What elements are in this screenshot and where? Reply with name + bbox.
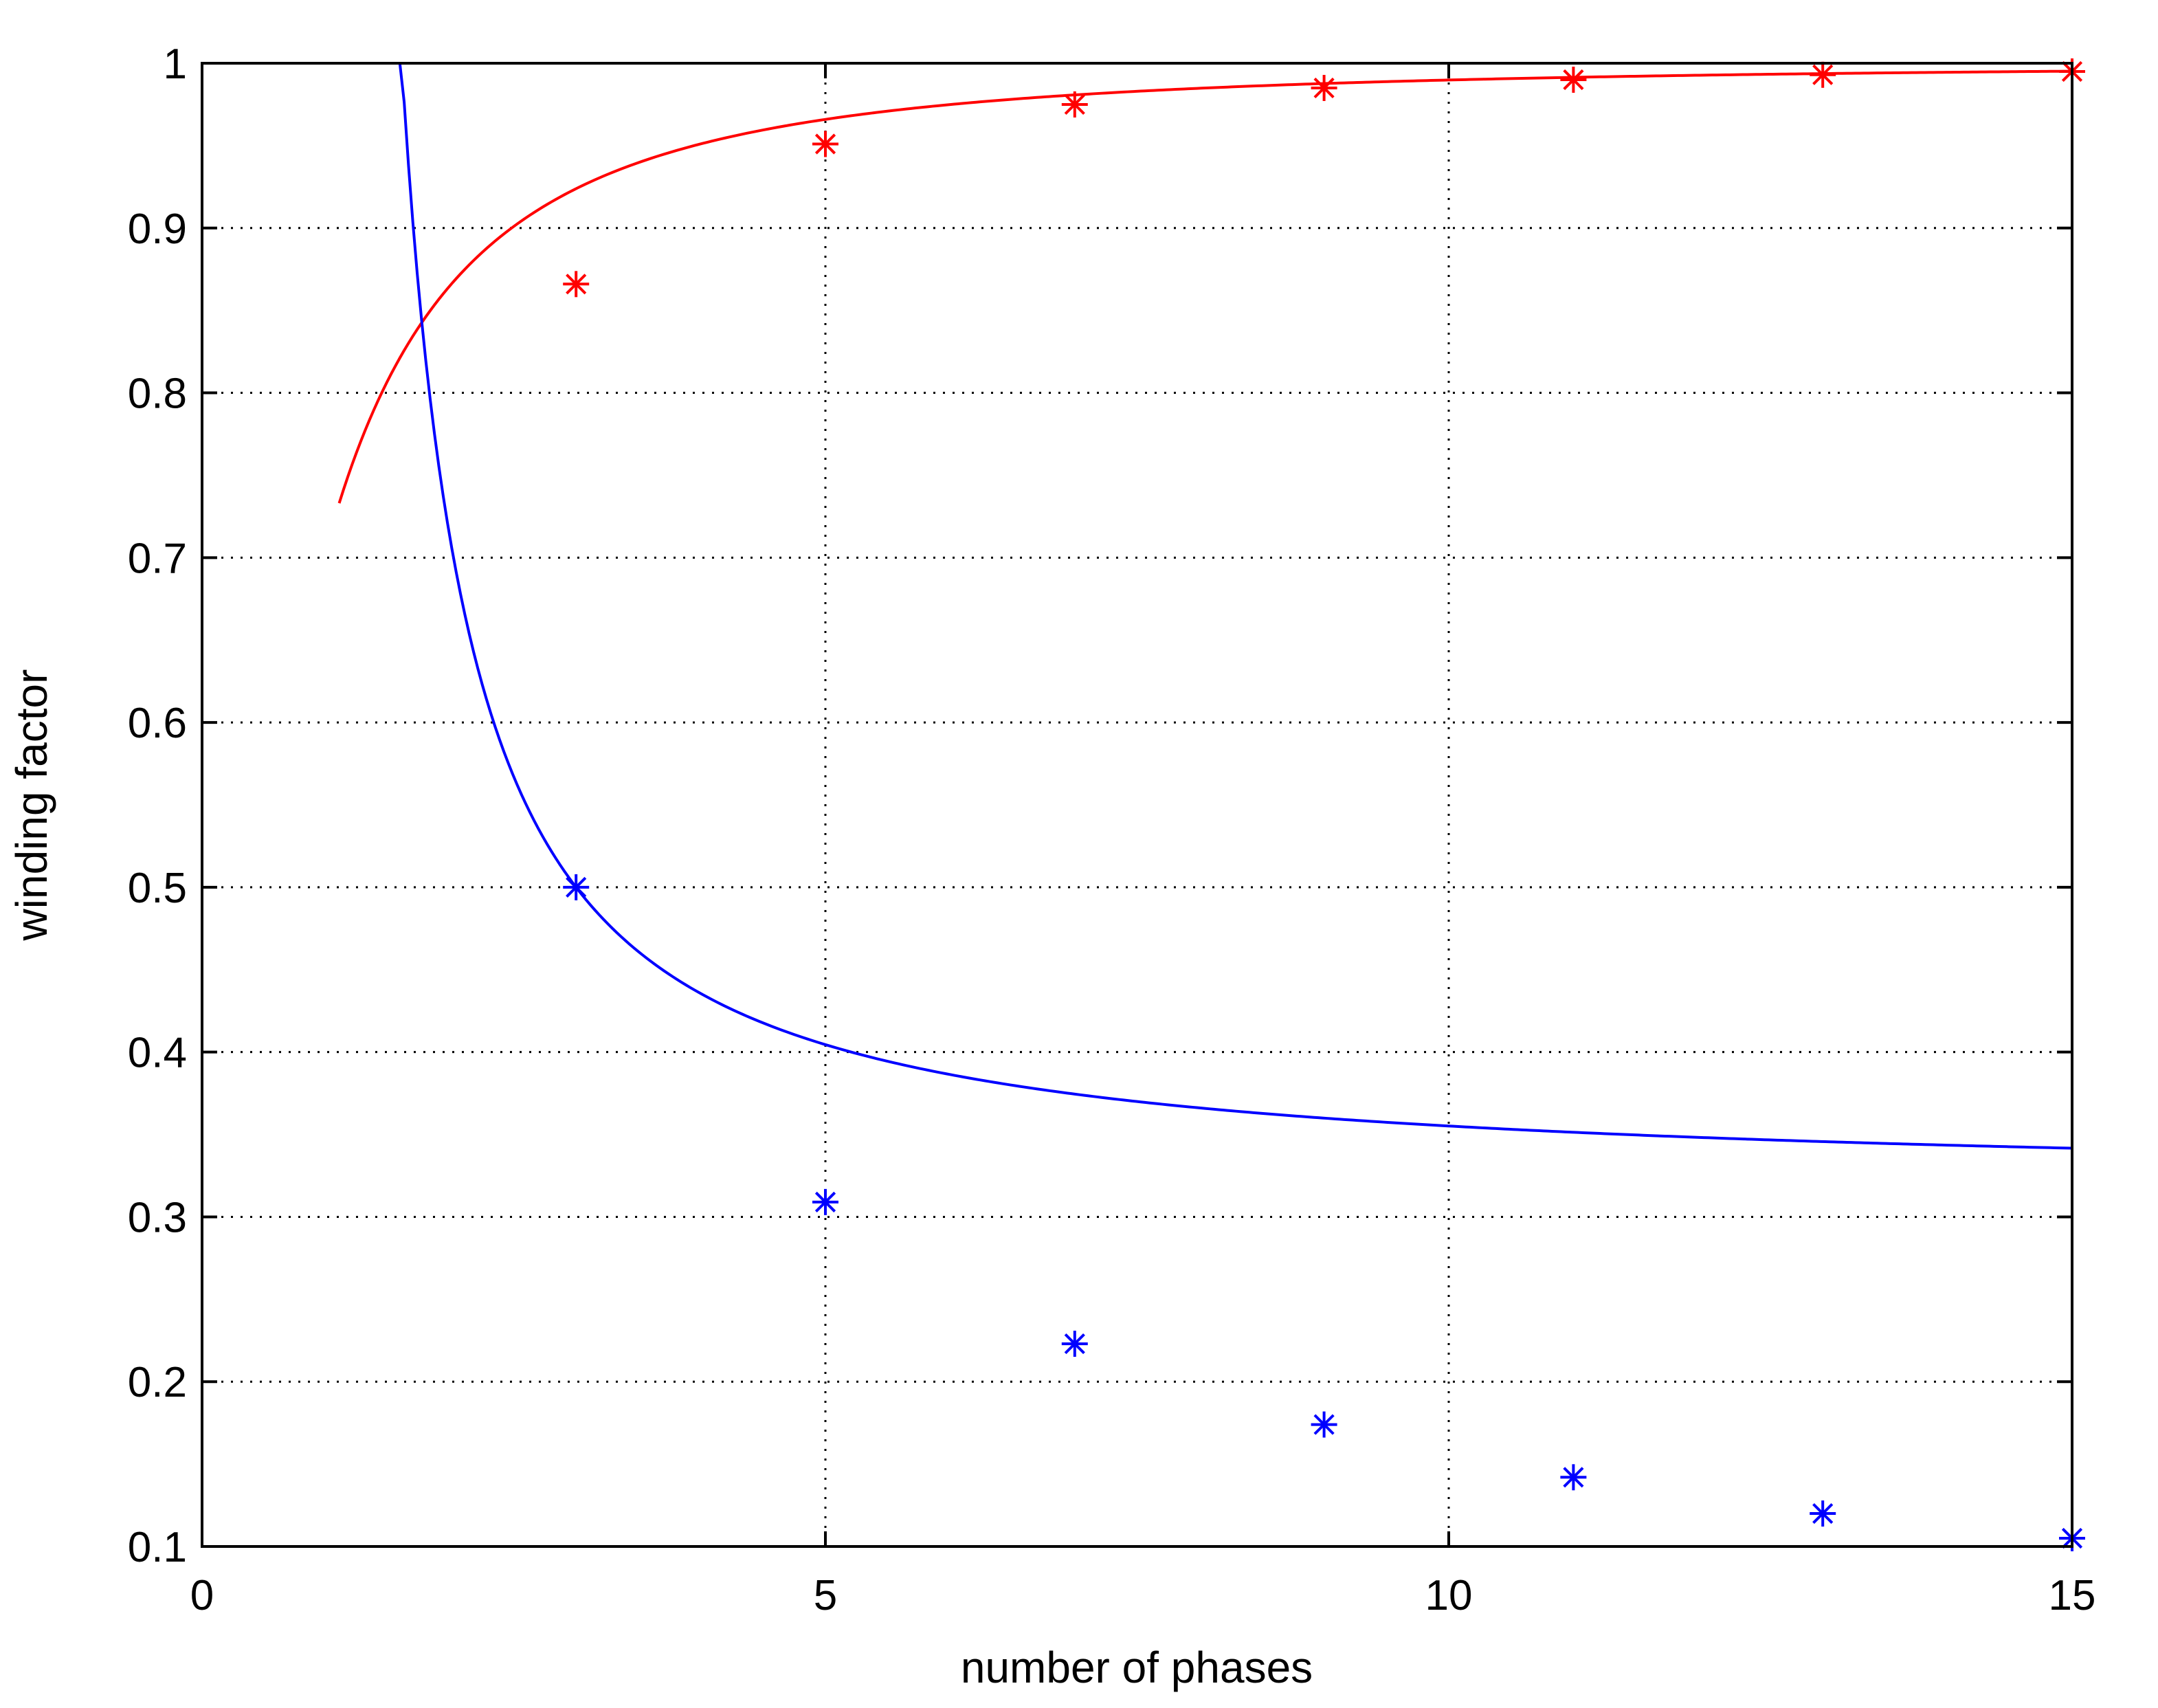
marker-stroke [1563, 69, 1584, 91]
y-tick-label: 1 [164, 41, 187, 88]
series-0-marker [1311, 74, 1337, 101]
y-tick-label: 0.1 [128, 1524, 187, 1571]
series-0-marker [563, 271, 590, 298]
series-0-marker [1560, 66, 1587, 93]
marker-stroke [1313, 77, 1335, 99]
y-tick-label: 0.5 [128, 865, 187, 912]
x-tick-label: 15 [2049, 1572, 2096, 1619]
y-tick-label: 0.9 [128, 206, 187, 253]
grid [202, 63, 2072, 1546]
y-tick-label: 0.2 [128, 1359, 187, 1406]
x-tick-label: 0 [190, 1572, 214, 1619]
marker-stroke [566, 274, 587, 295]
ticks: 0 5 10 15 0.1 0.2 0.3 0.4 0.5 0.6 0.7 0.8 0.9 1 [128, 41, 2096, 1619]
plot-area [337, 58, 2085, 1552]
x-tick-label: 5 [814, 1572, 837, 1619]
marker-stroke [566, 876, 587, 898]
series-1-marker [1810, 1500, 1836, 1527]
marker-stroke [1812, 64, 1834, 85]
series-1-line [339, 62, 2073, 1150]
series-1-marker [812, 1188, 838, 1215]
series-0-marker [812, 131, 838, 157]
y-tick-label: 0.4 [128, 1030, 187, 1077]
marker-stroke [1563, 1467, 1584, 1488]
y-tick-label: 0.6 [128, 700, 187, 747]
y-tick-label: 0.7 [128, 535, 187, 582]
series-0-marker [1061, 91, 1088, 118]
series-0-line [337, 69, 2073, 504]
series-1-marker [1061, 1331, 1088, 1357]
axes-box [201, 62, 2073, 1548]
marker-stroke [814, 1191, 836, 1212]
y-tick-label: 0.8 [128, 370, 187, 418]
series-1-marker [563, 874, 590, 900]
y-axis-title: winding factor [7, 669, 56, 942]
series-0-marker [1810, 61, 1836, 88]
series-1-marker [1311, 1411, 1337, 1438]
x-axis-title: number of phases [961, 1643, 1313, 1692]
marker-stroke [814, 133, 836, 155]
series-1-marker [1560, 1464, 1587, 1491]
marker-stroke [1064, 1333, 1085, 1355]
y-tick-label: 0.3 [128, 1194, 187, 1241]
marker-stroke [1812, 1502, 1834, 1524]
marker-stroke [1064, 93, 1085, 115]
x-tick-label: 10 [1425, 1572, 1473, 1619]
marker-stroke [1313, 1414, 1335, 1435]
